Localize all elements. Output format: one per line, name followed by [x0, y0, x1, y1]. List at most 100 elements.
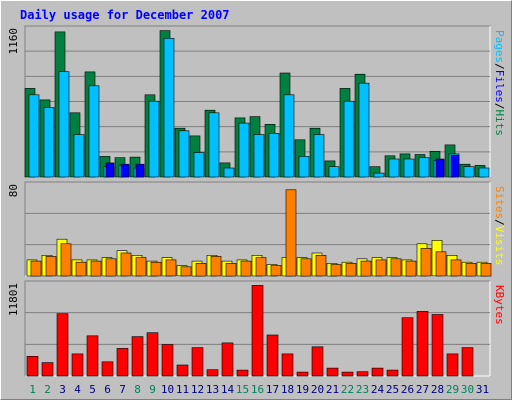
x-label-day-2: 2 [44, 383, 51, 396]
axis-label-part-1: / [493, 219, 506, 226]
x-label-day-24: 24 [371, 383, 385, 396]
bar-pages-day-6 [105, 162, 115, 178]
bar-kbytes-day-6 [101, 361, 114, 377]
bar-sites-day-24 [375, 259, 387, 277]
x-label-day-5: 5 [89, 383, 96, 396]
bar-files-day-10 [163, 37, 175, 178]
bar-kbytes-day-29 [446, 353, 459, 377]
bar-kbytes-day-2 [41, 362, 54, 377]
bar-sites-day-27 [420, 248, 432, 277]
bar-kbytes-day-27 [416, 311, 429, 377]
bar-sites-day-1 [30, 260, 42, 277]
x-label-day-19: 19 [296, 383, 309, 396]
bar-sites-day-25 [390, 258, 402, 277]
bar-files-day-24 [373, 172, 385, 178]
bar-kbytes-day-13 [206, 369, 219, 377]
x-label-day-25: 25 [386, 383, 399, 396]
x-label-day-1: 1 [29, 383, 36, 396]
bar-kbytes-day-10 [161, 344, 174, 377]
series-sites [30, 189, 492, 277]
axis-label-part-0: Sites [493, 186, 506, 219]
bar-sites-day-22 [345, 263, 357, 277]
bar-files-day-5 [88, 85, 100, 178]
bar-pages-day-28 [435, 158, 445, 178]
series-kbytes [26, 285, 474, 377]
bar-kbytes-day-5 [86, 335, 99, 377]
bar-sites-day-7 [120, 252, 132, 277]
axis-label-part-3: / [493, 103, 506, 110]
bar-sites-day-31 [480, 263, 492, 277]
bar-files-day-13 [208, 112, 220, 178]
x-label-day-8: 8 [134, 383, 141, 396]
bar-files-day-9 [148, 100, 160, 178]
bar-sites-day-28 [435, 251, 447, 277]
bar-files-day-20 [313, 134, 325, 178]
bar-kbytes-day-24 [371, 367, 384, 377]
bar-files-day-12 [193, 152, 205, 178]
bar-sites-day-5 [90, 260, 102, 277]
bar-kbytes-day-12 [191, 347, 204, 377]
x-axis-labels: 1 2 3 4 5 6 7 8 9 10 11 12 13 14 15 16 17 18 19 20 21 22 23 24 2… [29, 383, 489, 396]
bar-sites-day-17 [270, 265, 282, 277]
bar-sites-day-4 [75, 261, 87, 277]
x-label-day-27: 27 [416, 383, 429, 396]
bar-sites-day-15 [240, 260, 252, 277]
panel-visits-sites: 80 Sites/Visits [7, 181, 506, 277]
bar-kbytes-day-23 [356, 371, 369, 377]
bar-sites-day-21 [330, 264, 342, 277]
x-label-day-3: 3 [59, 383, 66, 396]
panel-kbytes: 11801 KBytes [7, 280, 506, 377]
bar-files-day-25 [388, 158, 400, 178]
bar-sites-day-11 [180, 266, 192, 277]
bar-kbytes-day-21 [326, 367, 339, 377]
bar-files-day-19 [298, 156, 310, 178]
x-label-day-14: 14 [221, 383, 235, 396]
bar-sites-day-30 [465, 263, 477, 277]
bar-sites-day-16 [255, 257, 267, 277]
bar-sites-day-18 [285, 189, 297, 277]
x-label-day-22: 22 [341, 383, 354, 396]
x-label-day-21: 21 [326, 383, 339, 396]
x-label-day-17: 17 [266, 383, 279, 396]
x-label-day-20: 20 [311, 383, 324, 396]
bar-kbytes-day-14 [221, 342, 234, 377]
x-label-day-12: 12 [191, 383, 204, 396]
x-label-day-26: 26 [401, 383, 414, 396]
bar-sites-day-23 [360, 260, 372, 277]
bar-files-day-1 [28, 94, 40, 178]
bar-kbytes-day-9 [146, 332, 159, 377]
bar-kbytes-day-15 [236, 369, 249, 377]
bar-files-day-3 [58, 71, 70, 178]
axis-label-part-2: Files [493, 70, 506, 103]
bar-kbytes-day-4 [71, 353, 84, 377]
bar-files-day-16 [253, 134, 265, 178]
bar-files-day-21 [328, 166, 340, 178]
bar-sites-day-6 [105, 258, 117, 277]
x-label-day-28: 28 [431, 383, 444, 396]
bar-kbytes-day-26 [401, 317, 414, 377]
bar-files-day-18 [283, 94, 295, 178]
bar-files-day-31 [478, 167, 490, 178]
x-label-day-29: 29 [446, 383, 459, 396]
bar-files-day-30 [463, 166, 475, 178]
bar-sites-day-2 [45, 256, 57, 277]
bar-kbytes-day-8 [131, 336, 144, 377]
bar-sites-day-26 [405, 260, 417, 277]
chart-title: Daily usage for December 2007 [20, 8, 230, 22]
axis-label-part-0: Pages [493, 30, 506, 63]
series-axis-label: KBytes [493, 285, 506, 325]
y-max-label: 1160 [7, 28, 20, 55]
y-max-label: 80 [7, 184, 20, 197]
bar-pages-day-8 [135, 163, 145, 178]
x-label-day-9: 9 [149, 383, 156, 396]
bar-kbytes-day-3 [56, 313, 69, 377]
series-axis-label: Sites/Visits [493, 186, 506, 266]
bar-files-day-27 [418, 157, 430, 178]
bar-sites-day-9 [150, 261, 162, 277]
series-axis-label: Pages/Files/Hits [493, 30, 506, 136]
bar-kbytes-day-1 [26, 355, 39, 377]
bar-kbytes-day-22 [341, 371, 354, 377]
bar-files-day-17 [268, 133, 280, 178]
bar-kbytes-day-16 [251, 285, 264, 377]
